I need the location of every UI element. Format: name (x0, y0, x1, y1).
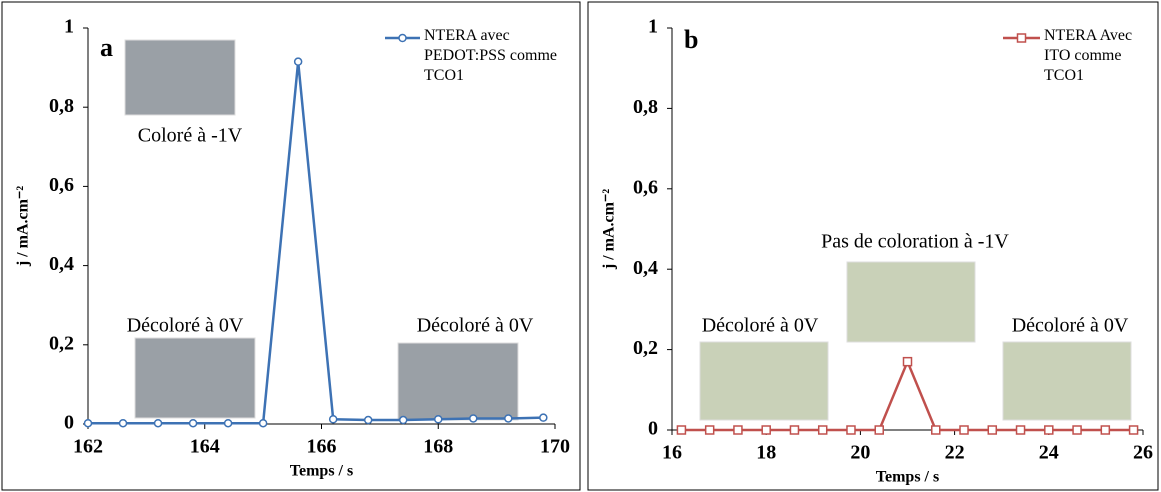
marker (1015, 425, 1026, 435)
y-tick-label: 0,4 (49, 253, 74, 275)
x-tick-label: 22 (945, 442, 965, 464)
marker (434, 414, 443, 424)
marker (902, 356, 913, 367)
annotation: Coloré à -1V (138, 125, 243, 147)
marker (539, 413, 548, 422)
marker (258, 418, 268, 428)
annotation: Décoloré à 0V (1012, 315, 1129, 337)
panel-label: a (100, 33, 113, 62)
y-axis-title: j / mA.cm⁻² (15, 186, 32, 268)
marker (931, 425, 941, 435)
marker (874, 425, 884, 435)
marker (363, 415, 373, 425)
x-tick-label: 16 (662, 442, 682, 464)
y-tick-label: 0,4 (633, 257, 658, 279)
marker (1100, 425, 1111, 435)
y-tick-label: 0,8 (633, 96, 658, 118)
x-axis-title: Temps / s (876, 469, 939, 486)
y-tick-label: 0 (648, 418, 658, 440)
marker (959, 425, 969, 435)
x-tick-label: 24 (1039, 442, 1059, 464)
marker (469, 414, 478, 423)
x-tick-label: 26 (1133, 442, 1153, 464)
marker (704, 425, 715, 435)
annotation: Décoloré à 0V (702, 315, 819, 337)
marker (504, 414, 513, 423)
y-tick-label: 0,8 (49, 95, 74, 117)
panel-frame (1, 1, 581, 491)
marker (789, 425, 800, 435)
marker (1016, 33, 1027, 43)
marker (398, 415, 408, 425)
x-tick-label: 170 (540, 436, 570, 458)
marker (1128, 425, 1139, 435)
photo (124, 39, 236, 116)
marker (1072, 425, 1082, 435)
y-tick-label: 0 (64, 412, 74, 434)
annotation: Décoloré à 0V (417, 315, 534, 337)
annotation: Pas de coloration à -1V (821, 231, 1009, 253)
x-tick-label: 168 (423, 436, 453, 458)
legend-label: NTERA avec PEDOT:PSS comme TCO1 (424, 27, 557, 84)
marker (328, 414, 338, 424)
marker (761, 425, 771, 435)
marker (188, 418, 198, 428)
x-axis-title: Temps / s (290, 463, 353, 480)
panel-label: b (684, 25, 698, 54)
series-line (88, 61, 544, 425)
x-tick-label: 164 (190, 436, 220, 458)
marker (223, 418, 233, 428)
y-axis-title: j / mA.cm⁻² (601, 189, 618, 271)
legend-item: NTERA Avec ITO comme TCO1 (1044, 27, 1133, 84)
annotation: Décoloré à 0V (127, 315, 244, 337)
y-tick-label: 1 (64, 16, 74, 38)
marker (676, 425, 687, 435)
x-tick-label: 18 (756, 442, 776, 464)
marker (733, 425, 743, 435)
legend-item: NTERA avec PEDOT:PSS comme TCO1 (424, 27, 557, 84)
marker (846, 425, 856, 435)
photo (397, 342, 519, 421)
marker (118, 418, 128, 428)
y-tick-label: 0,6 (633, 176, 658, 198)
y-tick-label: 0,2 (49, 332, 74, 354)
photo (699, 341, 829, 421)
y-tick-label: 0,6 (49, 174, 74, 196)
panel-frame (587, 1, 1159, 491)
legend-label: NTERA Avec ITO comme TCO1 (1044, 27, 1133, 84)
marker (83, 418, 93, 428)
marker (1044, 425, 1054, 435)
x-tick-label: 20 (850, 442, 870, 464)
y-tick-label: 1 (648, 16, 658, 38)
marker (398, 33, 407, 43)
photo (846, 261, 976, 343)
marker (293, 57, 303, 66)
marker (987, 425, 998, 435)
y-tick-label: 0,2 (633, 337, 658, 359)
x-tick-label: 162 (73, 436, 103, 458)
marker (153, 418, 163, 428)
marker (817, 425, 828, 435)
photo (1002, 341, 1132, 421)
photo (134, 337, 256, 419)
x-tick-label: 166 (307, 436, 337, 458)
